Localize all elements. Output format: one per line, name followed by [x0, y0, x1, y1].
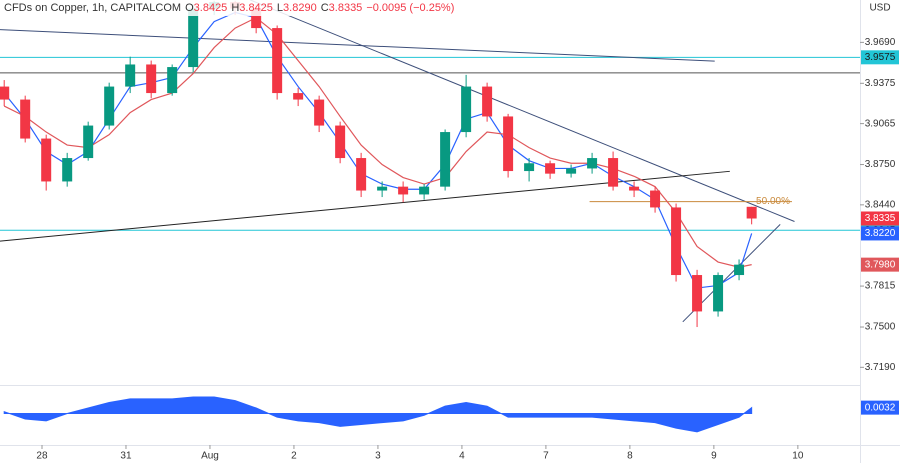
y-tick-label: 3.8750: [865, 159, 896, 170]
header: CFDs on Copper, 1h, CAPITALCOM O3.8425 H3.…: [4, 2, 454, 14]
candle-body: [125, 64, 136, 87]
candle-body: [293, 93, 304, 100]
candle-body: [335, 125, 346, 159]
y-tick-label: 3.9065: [865, 118, 896, 129]
header-bg: [0, 0, 420, 16]
last-price-tag: 3.8335: [865, 213, 896, 224]
ohlc-key: O: [185, 2, 194, 14]
candle-body: [671, 207, 682, 276]
level-tag: 3.9575: [865, 52, 896, 63]
candle-body: [41, 138, 52, 182]
candle-body: [440, 132, 451, 187]
candle-body: [20, 99, 31, 139]
candle-body: [566, 168, 577, 174]
trendline: [250, 0, 795, 222]
x-tick-label: 7: [543, 451, 549, 462]
candle-body: [62, 158, 73, 182]
y-tick-label: 3.9690: [865, 37, 896, 48]
candle-body: [314, 99, 325, 126]
candle-body: [746, 206, 757, 219]
ohlc-key: C: [321, 2, 329, 14]
y-tick-label: 3.8440: [865, 199, 896, 210]
candle-body: [419, 186, 430, 195]
candle-body: [692, 275, 703, 312]
candle-body: [587, 158, 598, 169]
x-tick-label: 4: [459, 451, 465, 462]
candle-body: [503, 116, 514, 172]
candle-body: [167, 67, 178, 94]
fib-label: 50.00%: [756, 196, 790, 207]
candle-body: [524, 163, 535, 172]
ma-tag: 3.8220: [865, 228, 896, 239]
change: −0.0095 (−0.25%): [366, 2, 454, 14]
x-tick-label: 3: [375, 451, 381, 462]
candle-body: [251, 8, 262, 29]
symbol-title: CFDs on Copper, 1h, CAPITALCOM: [4, 2, 181, 14]
ohlc-key: L: [277, 2, 283, 14]
candle-body: [713, 275, 724, 312]
candle-body: [461, 86, 472, 133]
candle-body: [104, 86, 115, 126]
candle-body: [83, 125, 94, 159]
oscillator-area: [3, 396, 753, 433]
x-tick-label: 9: [711, 451, 717, 462]
currency: USD: [869, 3, 890, 14]
candle-body: [608, 158, 619, 187]
x-tick-label: 10: [792, 451, 804, 462]
candle-body: [482, 86, 493, 117]
candle-body: [272, 28, 283, 94]
y-tick-label: 3.9375: [865, 78, 896, 89]
y-tick-label: 3.7500: [865, 322, 896, 333]
candle-body: [356, 158, 367, 191]
x-tick-label: 31: [120, 451, 132, 462]
x-tick-label: 8: [627, 451, 633, 462]
candle-body: [650, 190, 661, 208]
ohlc-key: H: [231, 2, 239, 14]
ohlc-value: 3.8425: [239, 2, 273, 14]
candle-body: [545, 163, 556, 174]
ma-tag-box: [861, 226, 899, 241]
level-tag-box: [861, 50, 899, 65]
y-tick-label: 3.7815: [865, 281, 896, 292]
candle-body: [377, 186, 388, 191]
x-tick-label: 2: [291, 451, 297, 462]
candle-body: [0, 86, 10, 100]
candle-body: [146, 64, 157, 94]
moving-average: [3, 16, 752, 268]
candle-body: [734, 264, 745, 276]
ohlc-value: 3.8290: [283, 2, 317, 14]
ma-tag: 3.7980: [865, 259, 896, 270]
plot-area: 50.00%: [0, 0, 860, 433]
trendline: [0, 29, 715, 62]
oscillator-tag: 0.0032: [865, 402, 896, 413]
candle-body: [629, 186, 640, 191]
x-tick-label: Aug: [201, 451, 219, 462]
ohlc-value: 3.8335: [329, 2, 363, 14]
ohlc-value: 3.8425: [194, 2, 228, 14]
y-tick-label: 3.7190: [865, 362, 896, 373]
x-tick-label: 28: [36, 451, 48, 462]
candle-body: [398, 186, 409, 195]
oscillator-tag-box: [861, 400, 899, 415]
candle-body: [188, 8, 199, 68]
ma-tag-box: [861, 257, 899, 272]
last-price-tag-box: [861, 211, 899, 226]
